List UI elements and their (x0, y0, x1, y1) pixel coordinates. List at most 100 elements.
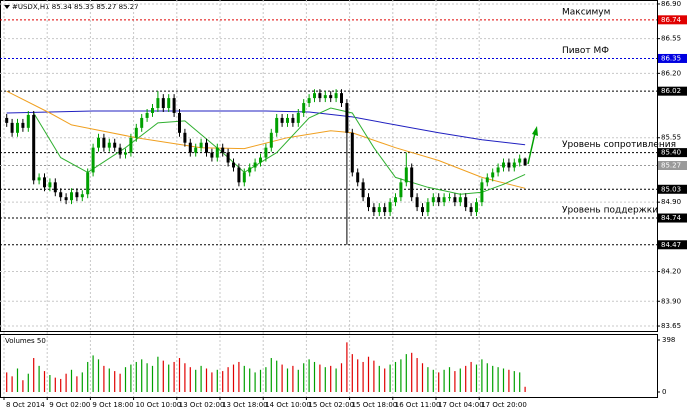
candle-body (226, 152, 230, 163)
candle-body (367, 197, 370, 208)
candle-body (21, 122, 25, 128)
candle-body (221, 147, 225, 153)
candle-body (399, 182, 403, 198)
candle-body (275, 117, 279, 133)
candle-body (118, 147, 122, 155)
candle-body (167, 98, 171, 109)
x-tick-label: 9 Oct 02:00 (49, 401, 90, 409)
candle-body (361, 182, 365, 198)
candle-body (124, 152, 127, 155)
level-annotation: Уровень сопротивления (562, 140, 676, 150)
candle-body (350, 132, 354, 173)
candle-body (296, 112, 300, 123)
y-tick-label: 86.90 (661, 0, 681, 8)
candle-body (491, 172, 495, 178)
level-label: 86.74 (661, 16, 682, 24)
candle-body (269, 132, 273, 148)
candle-body (496, 167, 500, 173)
trend-arrow (527, 126, 538, 165)
candle-body (48, 182, 52, 188)
candle-body (431, 197, 435, 203)
y-tick-label: 83.65 (661, 322, 681, 330)
candle-body (248, 167, 252, 173)
candle-body (291, 117, 295, 123)
candle-body (383, 207, 387, 213)
candle-body (140, 117, 144, 128)
candle-body (253, 162, 257, 168)
candle-body (80, 194, 84, 198)
candle-body (394, 197, 397, 203)
price-panel (0, 0, 658, 332)
x-tick-label: 15 Oct 02:00 (308, 401, 354, 409)
candle-body (183, 132, 187, 143)
level-box (658, 15, 687, 25)
candle-body (172, 98, 176, 113)
candle-body (377, 207, 381, 213)
volume-tick-label: 0 (662, 388, 666, 396)
candle-body (178, 112, 181, 133)
candle-body (26, 114, 30, 128)
candle-body (356, 172, 360, 183)
candle-body (334, 93, 338, 99)
candle-body (199, 142, 203, 148)
candle-body (323, 95, 327, 99)
x-tick-label: 13 Oct 18:00 (222, 401, 268, 409)
y-tick-label: 86.55 (661, 35, 681, 43)
title-icon (4, 5, 10, 9)
candle-body (345, 103, 349, 133)
candle-body (286, 117, 289, 123)
level-label: 85.40 (661, 149, 681, 157)
candle-body (242, 172, 246, 183)
y-tick-label: 85.55 (661, 134, 681, 142)
candle-body (86, 172, 90, 195)
candle-body (97, 137, 100, 148)
x-tick-label: 13 Oct 02:00 (179, 401, 225, 409)
candle-body (280, 117, 284, 123)
candle-body (5, 117, 9, 123)
candle-body (415, 197, 419, 208)
candle-body (329, 95, 333, 99)
candle-body (313, 93, 316, 99)
candle-body (480, 182, 484, 203)
candle-body (210, 152, 214, 158)
candle-body (437, 197, 441, 203)
candle-body (161, 98, 165, 109)
x-tick-label: 8 Oct 2014 (6, 401, 45, 409)
x-tick-label: 17 Oct 04:00 (438, 401, 484, 409)
level-label: 86.02 (661, 87, 681, 95)
arrow-shaft (527, 132, 536, 165)
arrow-head (532, 126, 538, 136)
level-box (658, 213, 687, 223)
chart-title: #USDX,H1 85.34 85.35 85.27 85.27 (12, 3, 139, 11)
volume-tick-label: 398 (662, 336, 675, 344)
candle-body (523, 158, 527, 166)
candle-body (70, 192, 73, 201)
candle-body (156, 98, 160, 109)
candle-body (421, 207, 424, 213)
candle-body (232, 162, 235, 168)
candle-body (64, 197, 68, 201)
x-tick-label: 17 Oct 20:00 (481, 401, 527, 409)
candle-body (388, 202, 392, 213)
candle-body (469, 207, 473, 213)
candle-body (448, 197, 451, 199)
candle-body (151, 108, 154, 113)
x-tick-label: 9 Oct 18:00 (92, 401, 133, 409)
level-box (658, 53, 687, 63)
y-tick-label: 84.20 (661, 268, 681, 276)
candle-body (43, 177, 46, 188)
candle-body (518, 158, 522, 163)
candle-body (134, 127, 138, 138)
candle-body (102, 137, 106, 148)
candle-body (37, 177, 41, 181)
x-tick-label: 16 Oct 11:00 (395, 401, 441, 409)
candle-body (91, 147, 95, 173)
candle-body (318, 93, 322, 99)
candle-body (188, 142, 192, 153)
candle-body (237, 167, 241, 183)
candle-body (307, 98, 311, 104)
level-label: 85.03 (661, 185, 681, 193)
candle-body (502, 162, 505, 168)
